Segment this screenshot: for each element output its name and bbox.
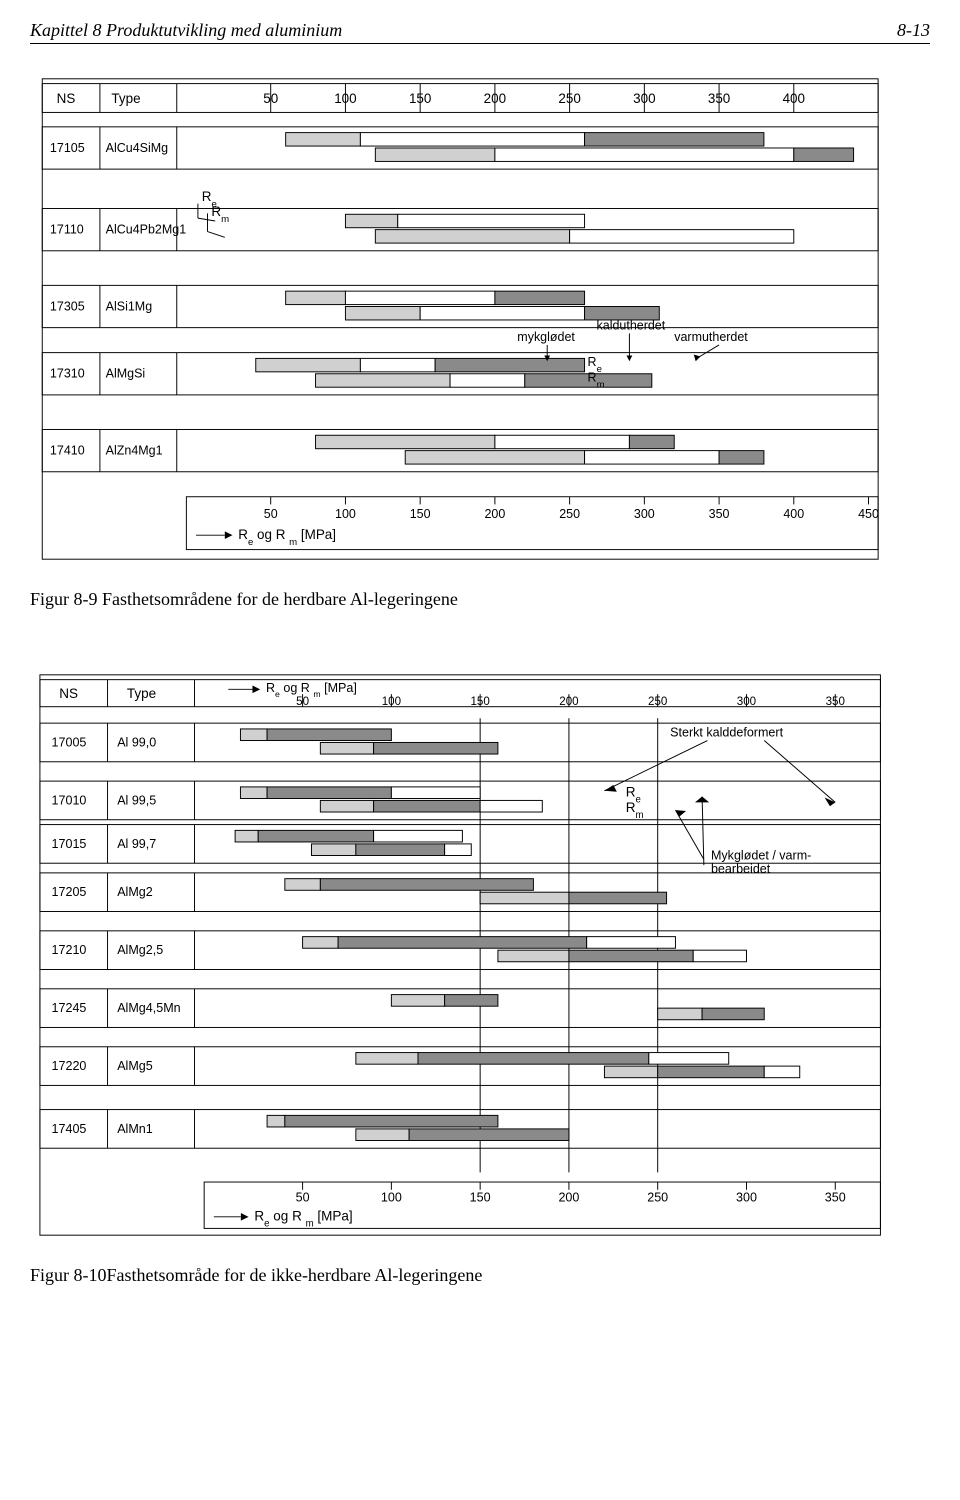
svg-text:17010: 17010 [52,793,87,807]
svg-text:bearbeidet: bearbeidet [711,862,771,876]
svg-text:17205: 17205 [52,885,87,899]
svg-text:150: 150 [470,1190,491,1204]
caption-2: Figur 8-10Fasthetsområde for de ikke-her… [30,1265,930,1286]
svg-text:150: 150 [409,91,431,106]
svg-text:250: 250 [647,1190,668,1204]
svg-text:AlMg4,5Mn: AlMg4,5Mn [117,1001,180,1015]
svg-text:50: 50 [263,91,278,106]
svg-text:17005: 17005 [52,735,87,749]
svg-text:AlSi1Mg: AlSi1Mg [106,299,153,313]
svg-text:250: 250 [559,507,580,521]
svg-text:kaldutherdet: kaldutherdet [597,319,666,333]
svg-text:200: 200 [559,696,578,708]
svg-text:17410: 17410 [50,443,85,457]
svg-text:Re og R m [MPa]: Re og R m [MPa] [254,1209,352,1230]
svg-text:AlZn4Mg1: AlZn4Mg1 [106,443,163,457]
svg-text:200: 200 [484,91,506,106]
svg-text:Re og R m [MPa]: Re og R m [MPa] [266,681,357,699]
svg-text:300: 300 [737,696,756,708]
svg-text:Mykglødet / varm-: Mykglødet / varm- [711,848,811,862]
svg-text:400: 400 [783,507,804,521]
svg-text:250: 250 [648,696,667,708]
svg-text:Al 99,7: Al 99,7 [117,837,156,851]
svg-text:Rm: Rm [211,204,229,225]
svg-text:AlMgSi: AlMgSi [106,367,146,381]
svg-text:AlMg5: AlMg5 [117,1059,153,1073]
svg-text:17110: 17110 [50,222,84,236]
svg-text:AlMg2: AlMg2 [117,885,153,899]
chart-2-svg: NSTypeRe og R m [MPa]5010015020025030035… [30,670,900,1240]
svg-text:150: 150 [410,507,431,521]
svg-text:200: 200 [558,1190,579,1204]
svg-text:300: 300 [736,1190,757,1204]
svg-text:17015: 17015 [52,837,87,851]
svg-text:100: 100 [335,507,356,521]
svg-text:350: 350 [826,696,845,708]
svg-text:150: 150 [470,696,489,708]
svg-text:350: 350 [708,91,730,106]
svg-text:300: 300 [633,91,655,106]
svg-text:Re og R m [MPa]: Re og R m [MPa] [238,527,336,548]
svg-text:17105: 17105 [50,141,85,155]
svg-text:varmutherdet: varmutherdet [674,330,748,344]
svg-text:NS: NS [57,91,76,106]
svg-text:100: 100 [382,696,401,708]
caption-1: Figur 8-9 Fasthetsområdene for de herdba… [30,589,930,610]
svg-text:NS: NS [59,686,78,701]
svg-text:Type: Type [111,91,140,106]
svg-text:250: 250 [558,91,580,106]
svg-text:17305: 17305 [50,299,85,313]
chart-1: NS Type 50 100 150 200 250 300 350 400 17105 AlCu4S… [30,74,930,569]
svg-text:17220: 17220 [52,1059,87,1073]
svg-text:100: 100 [381,1190,402,1204]
svg-text:AlCu4Pb2Mg1: AlCu4Pb2Mg1 [106,222,187,236]
svg-text:50: 50 [264,507,278,521]
svg-text:350: 350 [709,507,730,521]
svg-text:400: 400 [783,91,805,106]
svg-text:mykglødet: mykglødet [517,330,575,344]
svg-text:17210: 17210 [52,943,87,957]
svg-text:Al 99,0: Al 99,0 [117,735,156,749]
svg-text:300: 300 [634,507,655,521]
svg-text:17405: 17405 [52,1122,87,1136]
svg-text:Sterkt kalddeformert: Sterkt kalddeformert [670,726,783,740]
svg-text:100: 100 [334,91,356,106]
chart-2: NSTypeRe og R m [MPa]5010015020025030035… [30,670,930,1245]
svg-text:200: 200 [484,507,505,521]
svg-text:AlMn1: AlMn1 [117,1122,153,1136]
page-header: Kapittel 8 Produktutvikling med aluminiu… [30,20,930,44]
page-number: 8-13 [897,20,930,41]
svg-text:17245: 17245 [52,1001,87,1015]
svg-text:50: 50 [296,696,309,708]
svg-text:AlCu4SiMg: AlCu4SiMg [106,141,169,155]
svg-text:17310: 17310 [50,367,85,381]
chart-1-svg: NS Type 50 100 150 200 250 300 350 400 17105 AlCu4S… [30,74,900,564]
svg-text:50: 50 [296,1190,310,1204]
svg-text:AlMg2,5: AlMg2,5 [117,943,163,957]
chapter-title: Kapittel 8 Produktutvikling med aluminiu… [30,20,342,41]
svg-text:350: 350 [825,1190,846,1204]
svg-text:Al 99,5: Al 99,5 [117,793,156,807]
svg-text:Type: Type [127,686,156,701]
svg-text:450: 450 [858,507,879,521]
